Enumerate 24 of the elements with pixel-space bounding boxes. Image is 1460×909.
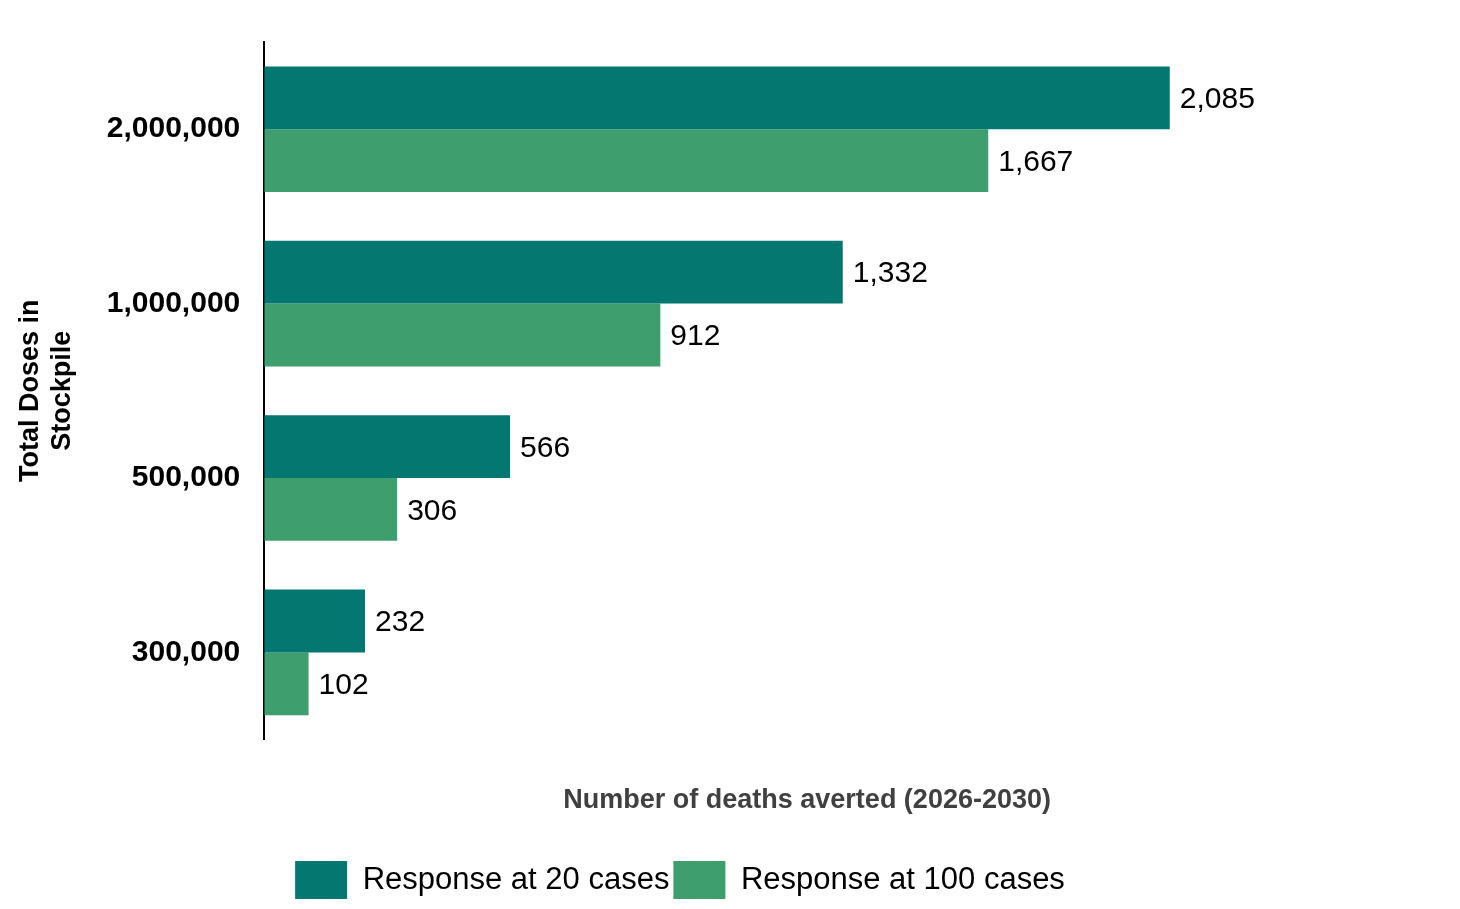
data-label: 1,667 [998,143,1074,177]
bar [264,129,989,192]
data-label: 232 [375,604,426,638]
data-label: 2,085 [1179,81,1255,115]
legend-label: Response at 20 cases [362,860,670,896]
data-label: 912 [670,318,721,352]
legend-label: Response at 100 cases [740,860,1065,896]
bar [264,303,661,367]
bar [264,66,1170,130]
y-tick-label: 2,000,000 [106,110,241,144]
y-tick-label: 500,000 [131,459,241,493]
data-label: 306 [407,492,458,526]
y-tick-label: 300,000 [131,633,241,667]
bar [264,478,398,541]
data-label: 102 [318,667,369,701]
bar [264,415,511,478]
data-label: 566 [520,429,571,463]
x-axis-title: Number of deaths averted (2026-2030) [563,784,1051,815]
y-axis-title: Total Doses in Stockpile [13,299,77,483]
bar [264,652,309,716]
bar [264,589,366,653]
y-tick-label: 1,000,000 [106,284,241,318]
data-label: 1,332 [852,255,928,289]
bar [264,240,843,304]
